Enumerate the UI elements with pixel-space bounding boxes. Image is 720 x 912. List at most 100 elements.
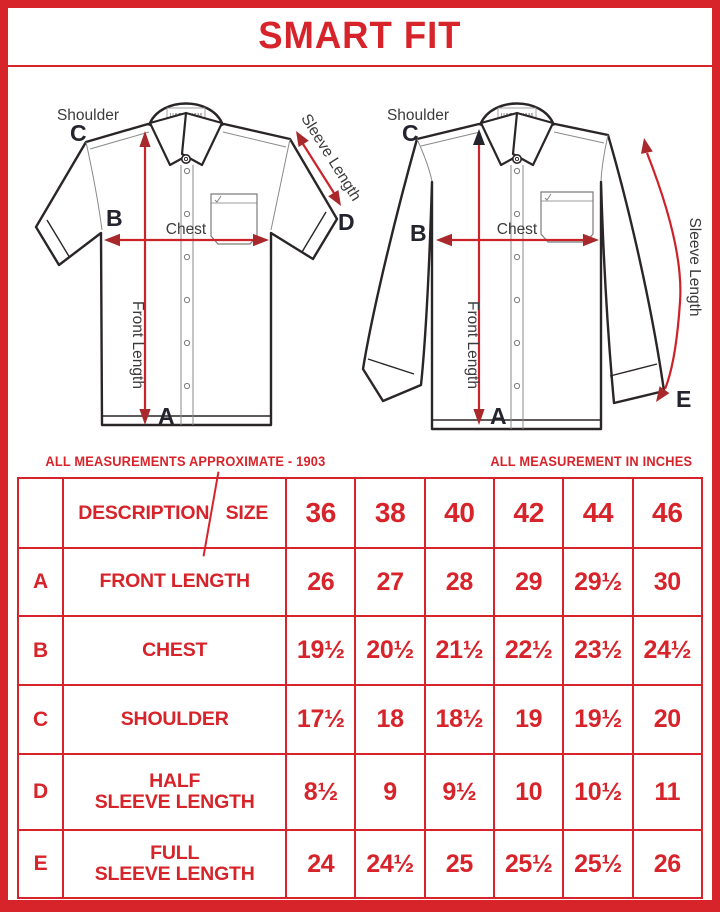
shirt-diagrams-svg: UATHAYAM: [34, 102, 703, 431]
value-cell: 25: [423, 829, 496, 899]
chest-arrow: [436, 233, 599, 247]
size-col-42: 42: [493, 477, 565, 549]
value-cell: 21½: [423, 615, 496, 686]
size-col-40: 40: [423, 477, 496, 549]
row-key: A: [16, 547, 65, 617]
value-cell: 10: [493, 753, 565, 831]
shoulder-seams: [420, 131, 605, 147]
header-divider: [8, 65, 712, 67]
value-cell: 20: [631, 684, 704, 755]
value-cell: 10½: [562, 753, 634, 831]
button-placket: [180, 165, 194, 425]
description-header: DESCRIPTION: [78, 501, 210, 524]
collar: UATHAYAM: [479, 102, 555, 167]
collar-button: [511, 154, 522, 165]
value-cell: 25½: [562, 829, 634, 899]
row-key: D: [16, 753, 65, 831]
sleeve-length-arrow: [296, 131, 341, 206]
armhole-seams: [85, 138, 291, 231]
marker-a: A: [490, 403, 507, 429]
front-length-label: Front Length: [464, 301, 481, 389]
marker-a: A: [158, 403, 175, 429]
value-cell: 29½: [562, 547, 634, 617]
table-header-row: DESCRIPTION SIZE 36 38 40 42 44 46: [16, 471, 704, 557]
value-cell: 29: [493, 547, 565, 617]
row-label: HALF SLEEVE LENGTH: [62, 753, 288, 831]
short-sleeve-shirt: UATHAYAM: [34, 102, 364, 429]
marker-c: C: [70, 120, 87, 146]
value-cell: 8½: [285, 753, 357, 831]
table-row-front-length: A FRONT LENGTH 26 27 28 29 29½ 30: [16, 547, 704, 617]
value-cell: 19: [493, 684, 565, 755]
row-label: SHOULDER: [62, 684, 288, 755]
marker-e: E: [676, 386, 691, 412]
sleeve-length-arrow: [641, 138, 682, 402]
value-cell: 23½: [562, 615, 634, 686]
row-label: FRONT LENGTH: [62, 547, 288, 617]
size-header: SIZE: [225, 501, 269, 524]
sleeve-length-label: Sleeve Length: [686, 217, 703, 316]
chest-label: Chest: [166, 221, 207, 238]
size-col-38: 38: [354, 477, 426, 549]
sleeve-cuff-lines: [367, 358, 658, 377]
chest-pocket: [210, 193, 258, 245]
size-col-46: 46: [631, 477, 704, 549]
shoulder-seams: [89, 131, 287, 150]
value-cell: 26: [285, 547, 357, 617]
corner-cell: [16, 477, 65, 549]
note-inches: ALL MEASUREMENT IN INCHES: [490, 453, 693, 469]
value-cell: 30: [631, 547, 704, 617]
marker-b: B: [106, 205, 123, 231]
shoulder-label: Shoulder: [387, 107, 449, 124]
chest-label: Chest: [497, 221, 538, 238]
table-row-full-sleeve: E FULL SLEEVE LENGTH 24 24½ 25 25½ 25½ 26: [16, 829, 704, 899]
value-cell: 26: [631, 829, 704, 899]
page-header: SMART FIT: [8, 8, 712, 65]
front-length-arrow: [473, 129, 485, 425]
page-title: SMART FIT: [258, 15, 462, 57]
value-cell: 22½: [493, 615, 565, 686]
description-size-cell: DESCRIPTION SIZE: [62, 471, 288, 557]
value-cell: 9: [354, 753, 426, 831]
shirt-body: [361, 122, 666, 431]
table-row-half-sleeve: D HALF SLEEVE LENGTH 8½ 9 9½ 10 10½ 11: [16, 753, 704, 831]
marker-b: B: [410, 220, 427, 246]
value-cell: 17½: [285, 684, 357, 755]
note-approximate: ALL MEASUREMENTS APPROXIMATE - 1903: [45, 453, 326, 469]
value-cell: 24: [285, 829, 357, 899]
table-row-shoulder: C SHOULDER 17½ 18 18½ 19 19½ 20: [16, 684, 704, 755]
table-row-chest: B CHEST 19½ 20½ 21½ 22½ 23½ 24½: [16, 615, 704, 686]
buttons: [513, 167, 521, 390]
value-cell: 24½: [354, 829, 426, 899]
collar: UATHAYAM: [148, 102, 224, 167]
row-label: CHEST: [62, 615, 288, 686]
long-sleeve-shirt: UATHAYAM: [361, 102, 703, 431]
value-cell: 24½: [631, 615, 704, 686]
front-length-arrow: [139, 131, 151, 425]
row-key: C: [16, 684, 65, 755]
shoulder-label: Shoulder: [57, 107, 119, 124]
measurement-notes: ALL MEASUREMENTS APPROXIMATE - 1903 ALL …: [8, 445, 712, 477]
size-table: DESCRIPTION SIZE 36 38 40 42 44 46 A FRO…: [16, 471, 704, 899]
chest-pocket: [540, 191, 594, 243]
value-cell: 11: [631, 753, 704, 831]
value-cell: 19½: [562, 684, 634, 755]
value-cell: 18: [354, 684, 426, 755]
size-table-wrap: DESCRIPTION SIZE 36 38 40 42 44 46 A FRO…: [8, 471, 712, 899]
value-cell: 9½: [423, 753, 496, 831]
marker-c: C: [402, 120, 419, 146]
row-key: E: [16, 829, 65, 899]
button-placket: [510, 165, 524, 429]
value-cell: 25½: [493, 829, 565, 899]
value-cell: 18½: [423, 684, 496, 755]
value-cell: 27: [354, 547, 426, 617]
size-col-36: 36: [285, 477, 357, 549]
value-cell: 28: [423, 547, 496, 617]
front-length-label: Front Length: [129, 301, 146, 389]
sleeve-cuff-lines: [46, 211, 327, 259]
row-label: FULL SLEEVE LENGTH: [62, 829, 288, 899]
chest-arrow: [104, 233, 269, 247]
value-cell: 20½: [354, 615, 426, 686]
armhole-seams: [416, 134, 609, 182]
